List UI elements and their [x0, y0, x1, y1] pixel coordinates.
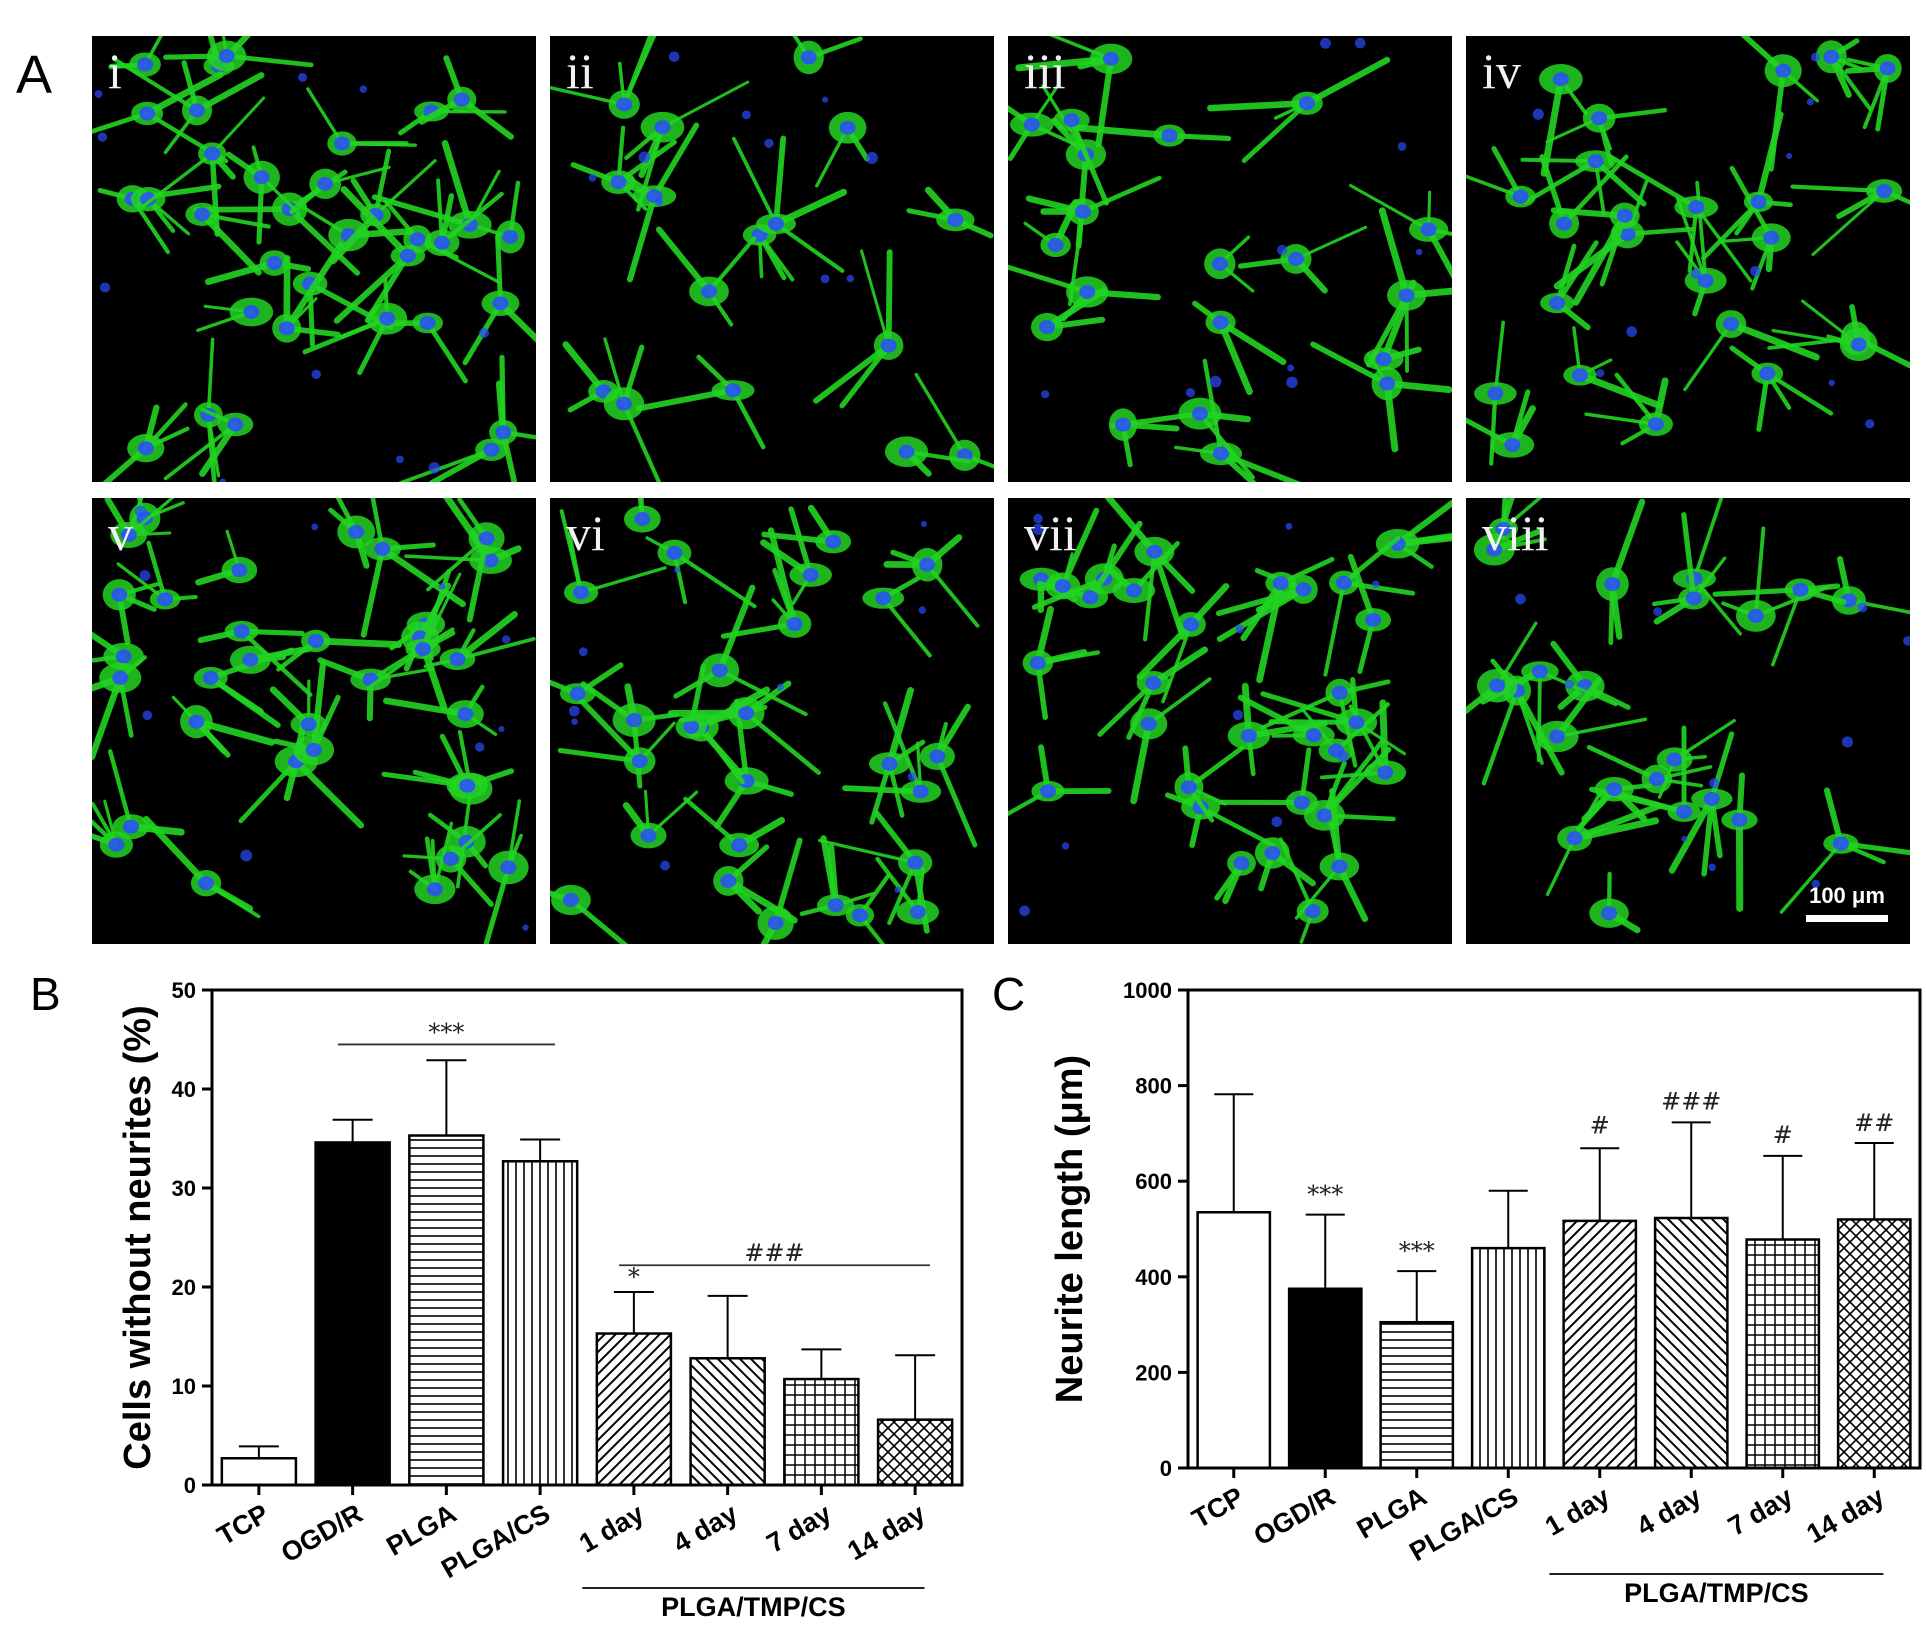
micrograph-4: iv — [1466, 36, 1910, 482]
x-tick-label: PLGA/CS — [436, 1498, 555, 1584]
group-label: PLGA/TMP/CS — [661, 1592, 846, 1622]
x-tick-label: OGD/R — [1249, 1481, 1341, 1551]
x-tick-label: 4 day — [1631, 1481, 1706, 1542]
plot-frame — [210, 988, 964, 1487]
bar-plga-cs — [1470, 1246, 1546, 1470]
bar-tcp — [220, 1457, 298, 1487]
y-tick-label: 10 — [172, 1374, 196, 1399]
bar-4-day — [689, 1357, 766, 1487]
micrograph-6: vi — [550, 498, 994, 944]
group-label: PLGA/TMP/CS — [1624, 1578, 1809, 1608]
chart-c: C 0 200 400 600 800 1000 Neurite length (μm) TCP… — [992, 968, 1922, 1608]
significance-label: # — [1773, 1121, 1793, 1149]
micrograph-2: ii — [550, 36, 994, 482]
y-axis-label: Cells without neurites (%) — [117, 1005, 159, 1469]
scale-bar-line — [1806, 915, 1888, 922]
y-tick-label: 0 — [184, 1473, 196, 1498]
y-tick-label: 50 — [172, 978, 196, 1003]
panel-letter-b: B — [30, 968, 61, 1020]
chart-b: B 0 10 20 30 40 50 Cells without neurites (%) TC… — [30, 968, 964, 1622]
micrograph-label: vi — [566, 505, 605, 561]
significance-label: ### — [744, 1239, 804, 1267]
bar-ogd-r — [314, 1141, 391, 1487]
significance-label: * — [628, 1263, 640, 1291]
significance-label: # — [1590, 1111, 1610, 1139]
micrograph-5: v — [92, 498, 536, 944]
x-tick-label: OGD/R — [276, 1498, 368, 1568]
micrograph-8: viii 100 μm — [1466, 498, 1910, 944]
bar-7-day — [783, 1377, 860, 1487]
bar-14-day — [876, 1418, 954, 1487]
y-tick-label: 800 — [1135, 1074, 1172, 1099]
bar-tcp — [1196, 1211, 1272, 1470]
x-tick-label: 7 day — [1723, 1481, 1798, 1542]
y-tick-label: 200 — [1135, 1360, 1172, 1385]
x-tick-label: 14 day — [842, 1498, 930, 1566]
micrograph-label: vii — [1024, 505, 1077, 561]
y-tick-label: 30 — [172, 1176, 196, 1201]
significance-label: *** — [1399, 1237, 1435, 1265]
micrograph-7: vii — [1008, 498, 1452, 944]
micrograph-1: i — [92, 36, 536, 482]
x-tick-label: 4 day — [668, 1498, 743, 1559]
micrograph-label: i — [108, 43, 122, 99]
x-tick-label: 1 day — [574, 1498, 649, 1559]
micrograph-label: viii — [1482, 505, 1549, 561]
scale-bar-label: 100 μm — [1809, 883, 1885, 908]
x-tick-label: TCP — [1187, 1481, 1249, 1534]
panel-letter-c: C — [992, 968, 1025, 1020]
bar-plga-cs — [501, 1160, 579, 1487]
x-tick-label: 1 day — [1540, 1481, 1615, 1542]
scale-bar: 100 μm — [1806, 883, 1888, 922]
y-tick-label: 600 — [1135, 1169, 1172, 1194]
micrograph-label: v — [108, 505, 133, 561]
significance-label: ## — [1854, 1109, 1894, 1137]
significance-label: ### — [1661, 1088, 1721, 1116]
micrograph-grid: i ii iii iv v vi vii viii 100 μm — [92, 36, 1916, 947]
bar-4-day — [1653, 1216, 1729, 1470]
panel-letter-a: A — [16, 45, 53, 105]
x-tick-label: 7 day — [762, 1498, 837, 1559]
micrograph-label: iv — [1482, 43, 1521, 99]
bar-14-day — [1836, 1218, 1912, 1470]
x-tick-label: 14 day — [1801, 1481, 1889, 1549]
significance-label: *** — [1307, 1181, 1343, 1209]
y-tick-label: 40 — [172, 1077, 196, 1102]
bar-1-day — [595, 1332, 673, 1487]
significance-label: *** — [428, 1018, 464, 1046]
x-tick-label: TCP — [212, 1498, 274, 1551]
y-tick-label: 400 — [1135, 1265, 1172, 1290]
plot-frame — [1186, 988, 1922, 1470]
bar-plga — [1379, 1320, 1455, 1470]
y-tick-label: 0 — [1160, 1456, 1172, 1481]
y-axis-label: Neurite length (μm) — [1049, 1055, 1091, 1403]
bar-1-day — [1562, 1219, 1638, 1470]
bar-7-day — [1745, 1238, 1821, 1470]
bar-ogd-r — [1287, 1287, 1363, 1470]
micrograph-label: iii — [1024, 43, 1066, 99]
y-tick-label: 20 — [172, 1275, 196, 1300]
micrograph-3: iii — [1008, 36, 1452, 482]
bar-plga — [408, 1134, 485, 1487]
y-tick-label: 1000 — [1123, 978, 1172, 1003]
micrograph-label: ii — [566, 43, 594, 99]
